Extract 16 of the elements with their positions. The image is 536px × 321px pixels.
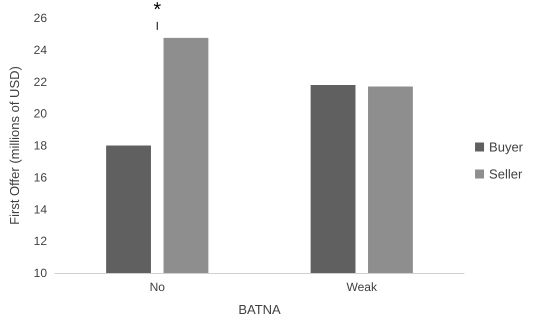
y-tick-label: 26 (34, 11, 48, 25)
y-tick-label: 20 (34, 106, 48, 121)
y-tick-label: 22 (34, 74, 48, 89)
y-axis-title: First Offer (millions of USD) (7, 66, 22, 225)
x-axis-title: BATNA (238, 302, 282, 317)
y-tick-label: 14 (34, 202, 48, 216)
y-tick-label: 18 (34, 138, 48, 152)
x-tick-label: No (150, 280, 166, 294)
y-tick-label: 24 (34, 42, 48, 57)
y-tick-label: 10 (34, 266, 48, 280)
legend-label: Buyer (489, 140, 524, 154)
y-tick-label: 12 (34, 234, 48, 248)
annotation: * (153, 0, 162, 21)
y-tick-label: 16 (34, 170, 48, 184)
legend-label: Seller (489, 166, 523, 182)
x-tick-label: Weak (346, 280, 378, 294)
